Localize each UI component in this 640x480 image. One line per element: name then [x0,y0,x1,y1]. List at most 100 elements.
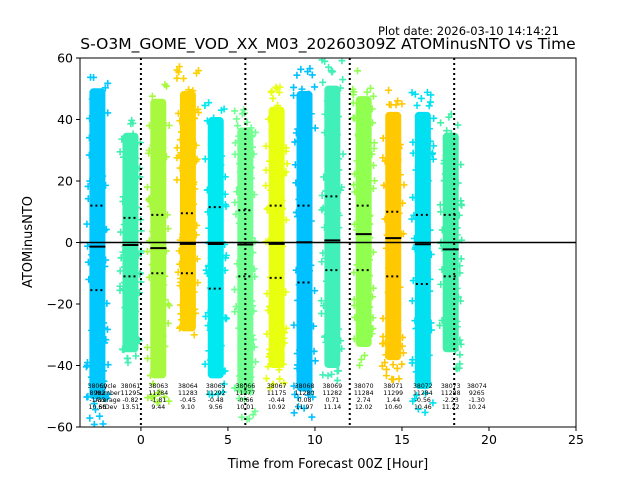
data-point [385,152,393,160]
data-point [399,333,407,341]
data-point [184,186,192,194]
data-point [119,248,127,256]
data-point [85,275,93,283]
data-point [85,151,93,159]
data-point [328,370,336,378]
data-point [245,415,253,423]
data-point [161,393,169,401]
data-point [300,404,308,412]
data-point [363,88,371,96]
data-point [389,217,397,225]
data-point [350,269,358,277]
data-point [335,224,343,232]
data-point [161,81,169,89]
data-point [393,264,401,272]
data-point [362,315,370,323]
data-point [93,218,101,226]
data-point [394,97,402,105]
data-point [351,188,359,196]
data-point [322,187,330,195]
data-point [205,262,213,270]
data-point [379,134,387,142]
data-point [382,339,390,347]
data-point [301,316,309,324]
data-point [383,365,391,373]
data-point [157,285,165,293]
data-point [322,277,330,285]
data-point [368,293,376,301]
stat-38068-3: 11.97 [296,404,314,411]
data-point [268,127,276,135]
stat-38064-0: 38064 [178,383,198,390]
data-point [274,140,282,148]
data-point [368,105,376,113]
data-point [267,186,275,194]
data-point [358,117,366,125]
data-point [99,367,107,375]
data-point [134,251,142,259]
data-point [399,349,407,357]
data-point [317,297,325,305]
data-point [456,269,464,277]
data-point [309,393,317,401]
data-point [144,394,152,402]
data-point [162,247,170,255]
data-point [202,266,210,274]
data-point [307,110,315,118]
data-point [191,114,199,122]
data-point [159,166,167,174]
y-tick-label: 40 [57,112,73,127]
data-point [266,302,274,310]
data-point [128,250,136,258]
data-point [319,78,327,86]
data-point [295,321,303,329]
data-point [231,198,239,206]
stat-38073-1: 11288 [441,390,461,397]
data-point [353,226,361,234]
data-point [437,119,445,127]
data-point [394,317,402,325]
data-point [278,141,286,149]
cluster-38065 [201,99,230,399]
data-point [336,186,344,194]
stat-38063-3: 9.44 [151,404,165,411]
data-point [98,164,106,172]
data-point [248,234,256,242]
data-point [173,176,181,184]
data-point [214,390,222,398]
data-point [118,135,126,143]
data-point [124,336,132,344]
data-point [173,144,181,152]
data-point [385,264,393,272]
data-point [231,150,239,158]
cluster-38073 [436,110,466,373]
data-point [86,114,94,122]
data-point [355,337,363,345]
data-point [96,150,104,158]
data-point [131,164,139,172]
data-point [328,283,336,291]
data-point [219,388,227,396]
data-point [330,154,338,162]
cluster-38069 [317,58,347,384]
data-point [187,285,195,293]
data-point [176,164,184,172]
data-point [324,130,332,138]
data-point [416,188,424,196]
data-point [358,281,366,289]
data-point [423,328,431,336]
data-point [324,372,332,380]
data-point [292,266,300,274]
data-point [220,380,228,388]
data-point [243,163,251,171]
data-point [82,363,90,371]
data-point [193,221,201,229]
data-point [124,359,132,367]
data-point [456,336,464,344]
data-point [88,251,96,259]
data-point [338,345,346,353]
data-point [264,237,272,245]
data-point [127,264,135,272]
data-point [427,319,435,327]
data-point [99,258,107,266]
